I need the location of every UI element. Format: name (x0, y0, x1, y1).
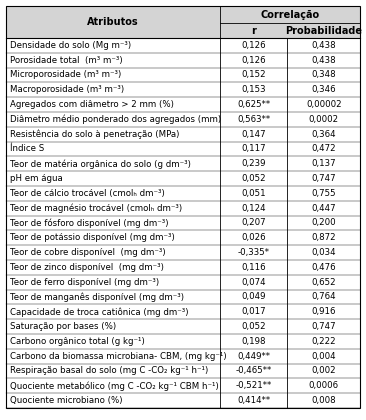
Text: Resistência do solo à penetração (MPa): Resistência do solo à penetração (MPa) (10, 129, 179, 139)
Text: 0,625**: 0,625** (237, 100, 270, 109)
Text: Microporosidade (m³ m⁻³): Microporosidade (m³ m⁻³) (10, 71, 121, 79)
Text: Teor de cobre disponível  (mg dm⁻³): Teor de cobre disponível (mg dm⁻³) (10, 248, 166, 257)
Text: Teor de zinco disponível  (mg dm⁻³): Teor de zinco disponível (mg dm⁻³) (10, 263, 164, 272)
Text: 0,438: 0,438 (311, 56, 336, 65)
Text: Porosidade total  (m³ m⁻³): Porosidade total (m³ m⁻³) (10, 56, 123, 65)
Text: 0,116: 0,116 (242, 263, 266, 272)
Text: 0,764: 0,764 (311, 292, 336, 302)
Text: Macroporosidade (m³ m⁻³): Macroporosidade (m³ m⁻³) (10, 85, 124, 94)
Text: 0,147: 0,147 (242, 130, 266, 139)
Text: 0,747: 0,747 (311, 174, 336, 183)
Text: Agregados com diâmetro > 2 mm (%): Agregados com diâmetro > 2 mm (%) (10, 100, 174, 109)
Text: 0,476: 0,476 (311, 263, 336, 272)
Text: 0,222: 0,222 (311, 337, 336, 346)
Text: 0,652: 0,652 (311, 278, 336, 287)
Text: pH em água: pH em água (10, 174, 63, 183)
Text: -0,335*: -0,335* (238, 248, 270, 257)
Text: Densidade do solo (Mg m⁻³): Densidade do solo (Mg m⁻³) (10, 41, 131, 50)
Text: 0,0006: 0,0006 (309, 381, 339, 390)
Text: 0,004: 0,004 (311, 352, 336, 361)
Text: Atributos: Atributos (87, 17, 139, 27)
Text: 0,346: 0,346 (311, 85, 336, 94)
Text: -0,465**: -0,465** (236, 367, 272, 375)
Text: 0,008: 0,008 (311, 396, 336, 405)
Text: Correlação: Correlação (261, 10, 320, 20)
Text: 0,198: 0,198 (242, 337, 266, 346)
Text: 0,124: 0,124 (242, 204, 266, 213)
Text: Carbono orgânico total (g kg⁻¹): Carbono orgânico total (g kg⁻¹) (10, 337, 145, 346)
Text: -0,521**: -0,521** (236, 381, 272, 390)
Text: 0,074: 0,074 (242, 278, 266, 287)
Text: 0,00002: 0,00002 (306, 100, 341, 109)
Text: Saturação por bases (%): Saturação por bases (%) (10, 322, 116, 331)
Text: Probabilidade: Probabilidade (285, 26, 362, 36)
Text: 0,364: 0,364 (311, 130, 336, 139)
Text: Quociente microbiano (%): Quociente microbiano (%) (10, 396, 123, 405)
Text: 0,034: 0,034 (311, 248, 336, 257)
Text: 0,153: 0,153 (242, 85, 266, 94)
Text: Diâmetro médio ponderado dos agregados (mm): Diâmetro médio ponderado dos agregados (… (10, 115, 221, 124)
Text: 0,126: 0,126 (242, 41, 266, 50)
Text: Teor de ferro disponível (mg dm⁻³): Teor de ferro disponível (mg dm⁻³) (10, 278, 159, 287)
Text: 0,747: 0,747 (311, 322, 336, 331)
Text: 0,017: 0,017 (242, 307, 266, 316)
Text: 0,126: 0,126 (242, 56, 266, 65)
Text: 0,200: 0,200 (311, 218, 336, 228)
Text: 0,472: 0,472 (311, 144, 336, 153)
Text: 0,026: 0,026 (242, 233, 266, 242)
Text: 0,051: 0,051 (242, 189, 266, 198)
Text: 0,872: 0,872 (311, 233, 336, 242)
Text: 0,447: 0,447 (311, 204, 336, 213)
Text: Teor de manganês disponível (mg dm⁻³): Teor de manganês disponível (mg dm⁻³) (10, 292, 184, 302)
Text: 0,052: 0,052 (242, 322, 266, 331)
Text: 0,449**: 0,449** (237, 352, 270, 361)
Text: 0,117: 0,117 (242, 144, 266, 153)
Text: Quociente metabólico (mg C -CO₂ kg⁻¹ CBM h⁻¹): Quociente metabólico (mg C -CO₂ kg⁻¹ CBM… (10, 381, 219, 391)
Text: 0,137: 0,137 (311, 159, 336, 168)
Text: Teor de cálcio trocável (cmolₕ dm⁻³): Teor de cálcio trocável (cmolₕ dm⁻³) (10, 189, 165, 198)
Text: Teor de potássio disponível (mg dm⁻³): Teor de potássio disponível (mg dm⁻³) (10, 233, 175, 242)
Text: 0,049: 0,049 (242, 292, 266, 302)
Text: 0,239: 0,239 (242, 159, 266, 168)
Text: Teor de magnésio trocável (cmolₕ dm⁻³): Teor de magnésio trocável (cmolₕ dm⁻³) (10, 203, 182, 213)
Text: 0,563**: 0,563** (237, 115, 270, 124)
Text: Carbono da biomassa microbiana- CBM, (mg kg⁻¹): Carbono da biomassa microbiana- CBM, (mg… (10, 352, 227, 361)
Text: 0,207: 0,207 (242, 218, 266, 228)
Text: 0,755: 0,755 (311, 189, 336, 198)
Text: Capacidade de troca catiônica (mg dm⁻³): Capacidade de troca catiônica (mg dm⁻³) (10, 307, 188, 317)
Text: 0,414**: 0,414** (237, 396, 270, 405)
Text: 0,152: 0,152 (242, 71, 266, 79)
Text: Teor de fósforo disponível (mg dm⁻³): Teor de fósforo disponível (mg dm⁻³) (10, 218, 168, 228)
Text: 0,0002: 0,0002 (309, 115, 339, 124)
Text: 0,438: 0,438 (311, 41, 336, 50)
Text: r: r (251, 26, 256, 36)
Bar (6, 24, 360, 38)
Text: Respiração basal do solo (mg C -CO₂ kg⁻¹ h⁻¹): Respiração basal do solo (mg C -CO₂ kg⁻¹… (10, 367, 208, 375)
Text: 0,002: 0,002 (311, 367, 336, 375)
Text: Teor de matéria orgânica do solo (g dm⁻³): Teor de matéria orgânica do solo (g dm⁻³… (10, 159, 191, 168)
Text: Índice S: Índice S (10, 144, 44, 153)
Text: 0,916: 0,916 (311, 307, 336, 316)
Text: 0,348: 0,348 (311, 71, 336, 79)
Bar (6, 6, 360, 24)
Text: 0,052: 0,052 (242, 174, 266, 183)
